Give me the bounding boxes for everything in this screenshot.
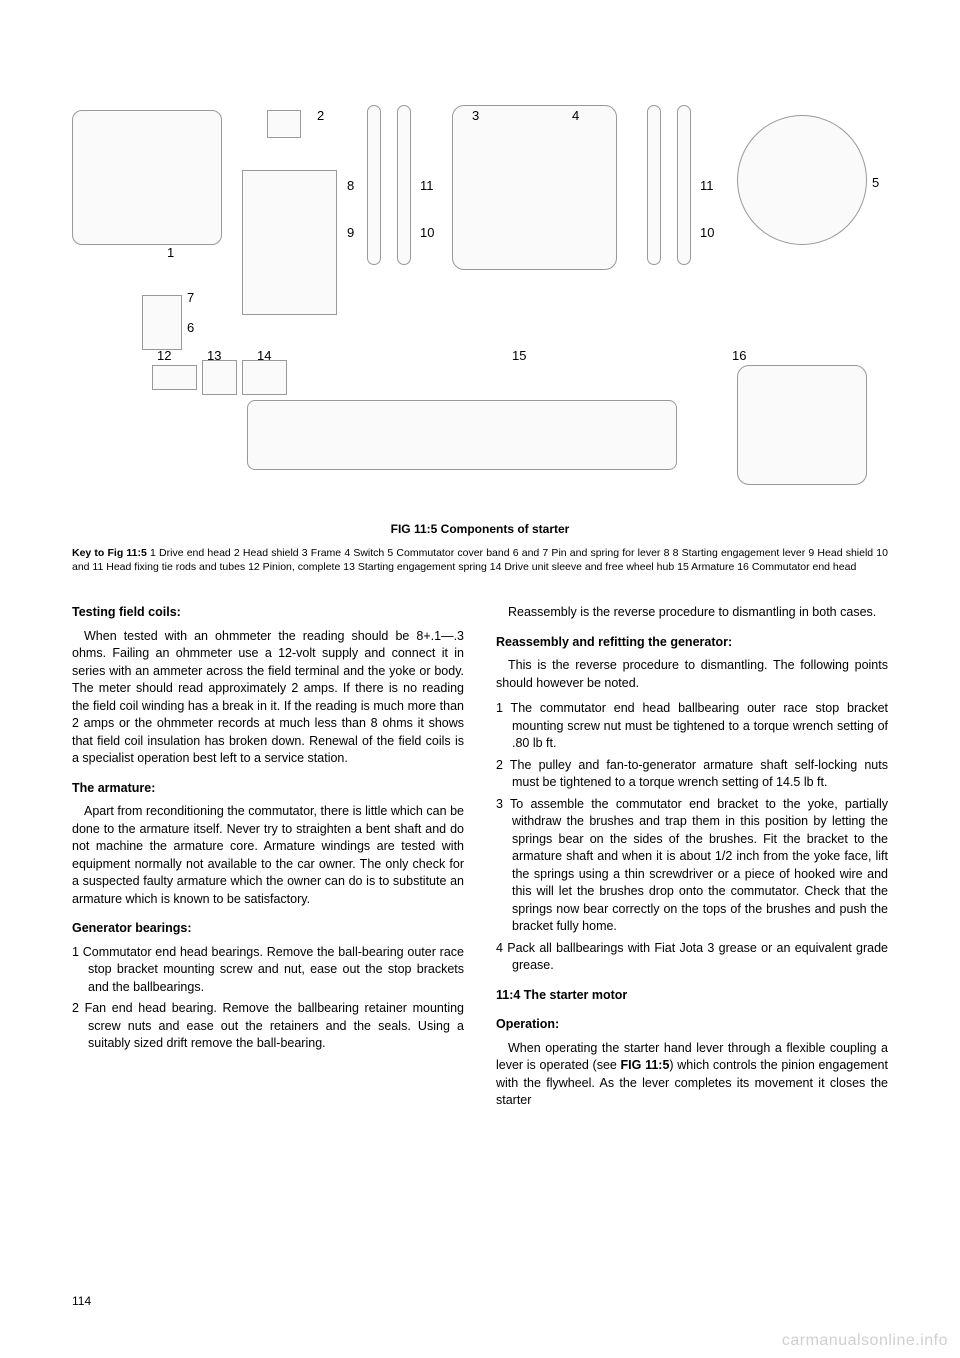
component-pinion-2 [202,360,237,395]
fig-label-3: 3 [472,108,479,123]
heading-operation: Operation: [496,1016,888,1034]
component-pinion-3 [242,360,287,395]
fig-label-6: 6 [187,320,194,335]
fig-label-11b: 11 [700,178,714,193]
heading-starter-motor: 11:4 The starter motor [496,987,888,1005]
para-field-coils: When tested with an ohmmeter the reading… [72,628,464,768]
heading-testing-field-coils: Testing field coils: [72,604,464,622]
list-item-reassembly-3: 3 To assemble the commutator end bracket… [496,796,888,936]
para-operation: When operating the starter hand lever th… [496,1040,888,1110]
fig-label-14: 14 [257,348,271,363]
component-lever [242,170,337,315]
component-pin-spring [142,295,182,350]
figure-caption: FIG 11:5 Components of starter [72,522,888,536]
fig-label-12: 12 [157,348,171,363]
right-column: Reassembly is the reverse procedure to d… [496,604,888,1118]
para-reassembly-intro: Reassembly is the reverse procedure to d… [496,604,888,622]
list-item-bearings-1: 1 Commutator end head bearings. Remove t… [72,944,464,997]
fig-label-13: 13 [207,348,221,363]
figure-key: Key to Fig 11:5 1 Drive end head 2 Head … [72,546,888,574]
fig-label-1: 1 [167,245,174,260]
component-drive-end-head [72,110,222,245]
fig-label-16: 16 [732,348,746,363]
section-number: 11:4 The starter motor [496,988,627,1002]
key-prefix: Key to Fig 11:5 [72,547,147,559]
para-armature: Apart from reconditioning the commutator… [72,803,464,908]
component-pinion-1 [152,365,197,390]
text-columns: Testing field coils: When tested with an… [72,604,888,1118]
fig-label-5: 5 [872,175,879,190]
fig-label-7: 7 [187,290,194,305]
component-rod-right-2 [677,105,691,265]
manual-page: 1 2 3 4 5 6 7 8 9 10 10 11 11 12 13 14 1… [0,0,960,1358]
watermark: carmanualsonline.info [782,1332,948,1350]
list-item-reassembly-1: 1 The commutator end head ballbearing ou… [496,700,888,753]
component-armature [247,400,677,470]
component-rod-left-2 [397,105,411,265]
component-frame [452,105,617,270]
list-item-reassembly-4: 4 Pack all ballbearings with Fiat Jota 3… [496,940,888,975]
component-cover-band [737,115,867,245]
figure-diagram: 1 2 3 4 5 6 7 8 9 10 10 11 11 12 13 14 1… [72,100,888,510]
para-reassembly-note: This is the reverse procedure to dismant… [496,657,888,692]
fig-label-2: 2 [317,108,324,123]
component-rod-left-1 [367,105,381,265]
fig-label-10a: 10 [420,225,434,240]
left-column: Testing field coils: When tested with an… [72,604,464,1118]
list-item-bearings-2: 2 Fan end head bearing. Remove the ballb… [72,1000,464,1053]
heading-generator-bearings: Generator bearings: [72,920,464,938]
fig-label-15: 15 [512,348,526,363]
fig-label-11a: 11 [420,178,434,193]
fig-label-4: 4 [572,108,579,123]
list-item-reassembly-2: 2 The pulley and fan-to-generator armatu… [496,757,888,792]
page-number: 114 [72,1294,91,1308]
fig-label-8: 8 [347,178,354,193]
component-commutator-end-head [737,365,867,485]
component-rod-right-1 [647,105,661,265]
fig-label-10b: 10 [700,225,714,240]
key-body: 1 Drive end head 2 Head shield 3 Frame 4… [72,547,888,573]
fig-label-9: 9 [347,225,354,240]
heading-reassembly-generator: Reassembly and refitting the generator: [496,634,888,652]
heading-armature: The armature: [72,780,464,798]
component-head-shield-small [267,110,301,138]
op-fig-ref: FIG 11:5 [621,1058,670,1072]
